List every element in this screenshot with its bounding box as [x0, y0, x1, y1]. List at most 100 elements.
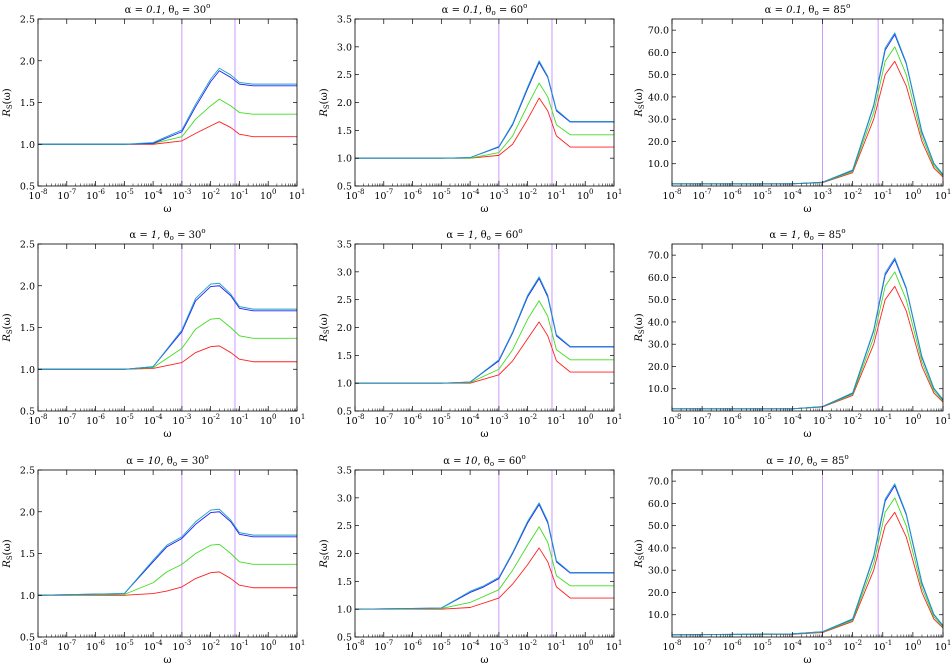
- series-line-4: [355, 276, 614, 384]
- x-tick-label: 10-6: [86, 639, 105, 653]
- x-tick-label: 10-2: [843, 639, 862, 653]
- x-tick-label: 10-8: [346, 413, 365, 427]
- chart-panel-7: α = 10, θo = 30o 0.5 1.0 1.5 2.0 2.5 10-8 10-7 1…: [2, 453, 305, 666]
- x-tick-label: 100: [260, 413, 277, 427]
- y-tick-label: 1.5: [20, 323, 35, 334]
- x-tick-label: 10-4: [783, 639, 802, 653]
- y-tick-label: 3.5: [337, 240, 352, 251]
- series-line-1: [355, 97, 614, 159]
- plot-frame: [354, 243, 615, 412]
- x-tick-label: 10-3: [489, 413, 508, 427]
- y-tick-label: 2.0: [20, 281, 35, 292]
- x-tick-label: 10-3: [489, 188, 508, 202]
- x-tick-label: 10-6: [723, 188, 742, 202]
- x-tick-label: 10-2: [843, 188, 862, 202]
- x-tick-label: 10-6: [723, 639, 742, 653]
- y-tick-label: 2.5: [20, 15, 35, 26]
- y-tick-label: 2.0: [337, 549, 352, 560]
- x-tick-label: 100: [905, 413, 922, 427]
- y-tick-label: 2.5: [337, 295, 352, 306]
- x-tick-label: 10-4: [144, 188, 163, 202]
- x-tick-label: 101: [289, 413, 306, 427]
- y-axis-label: RS(ω): [634, 313, 646, 342]
- x-axis-label: ω: [480, 429, 488, 440]
- y-tick-label: 1.0: [20, 365, 35, 376]
- x-tick-label: 10-3: [813, 639, 832, 653]
- y-tick-label: 2.0: [20, 507, 35, 518]
- series-line-4: [37, 508, 297, 596]
- x-tick-label: 101: [606, 639, 623, 653]
- x-tick-label: 101: [606, 188, 623, 202]
- chart-panel-9: α = 10, θo = 85o 10.0 20.0 30.0 40.0 50.0 60.0…: [634, 453, 951, 666]
- x-tick-label: 10-7: [374, 639, 393, 653]
- y-tick-label: 2.5: [337, 521, 352, 532]
- y-axis-label: RS(ω): [2, 539, 14, 568]
- series-line-3: [354, 504, 614, 610]
- series-line-3: [38, 70, 297, 145]
- x-tick-label: 101: [935, 188, 951, 202]
- y-axis-label: RS(ω): [319, 539, 331, 568]
- y-tick-label: 10.0: [648, 384, 669, 395]
- y-tick-label: 0.5: [337, 182, 352, 193]
- x-tick-label: 10-8: [346, 639, 365, 653]
- plot-frame: [671, 469, 944, 638]
- series-line-3: [38, 285, 297, 370]
- plot-frame: [354, 469, 615, 638]
- series-line-2: [671, 497, 944, 636]
- y-tick-label: 1.5: [20, 549, 35, 560]
- y-axis-label: RS(ω): [2, 88, 14, 117]
- x-tick-label: 10-7: [57, 188, 76, 202]
- y-tick-label: 2.5: [20, 240, 35, 251]
- y-tick-label: 70.0: [648, 477, 669, 488]
- x-tick-label: 10-4: [783, 188, 802, 202]
- x-tick-label: 100: [577, 639, 594, 653]
- x-tick-label: 10-7: [57, 639, 76, 653]
- x-tick-label: 100: [577, 413, 594, 427]
- x-tick-label: 10-4: [144, 413, 163, 427]
- y-tick-label: 2.0: [337, 323, 352, 334]
- plot-frame: [37, 469, 298, 638]
- x-tick-label: 100: [905, 188, 922, 202]
- series-line-4: [38, 67, 297, 145]
- x-tick-label: 10-3: [813, 188, 832, 202]
- x-tick-label: 10-6: [403, 413, 422, 427]
- y-tick-label: 70.0: [648, 251, 669, 262]
- y-tick-label: 0.5: [20, 633, 35, 644]
- y-tick-label: 40.0: [648, 92, 669, 103]
- y-tick-label: 2.0: [337, 98, 352, 109]
- y-axis-label: RS(ω): [319, 88, 331, 117]
- x-tick-label: 10-1: [230, 639, 249, 653]
- chart-title: α = 10, θo = 85o: [766, 453, 849, 468]
- x-tick-label: 10-5: [115, 188, 134, 202]
- chart-title: α = 0.1, θo = 60o: [442, 2, 528, 17]
- x-tick-label: 10-5: [432, 188, 451, 202]
- x-tick-label: 10-4: [461, 188, 480, 202]
- series-line-3: [355, 61, 614, 159]
- y-tick-label: 50.0: [648, 521, 669, 532]
- series-line-2: [672, 46, 944, 185]
- y-tick-label: 1.0: [337, 154, 352, 165]
- y-tick-label: 2.0: [20, 56, 35, 67]
- x-tick-label: 10-4: [461, 639, 480, 653]
- y-axis-label: RS(ω): [634, 539, 646, 568]
- x-tick-label: 10-1: [230, 413, 249, 427]
- x-tick-label: 10-7: [693, 413, 712, 427]
- chart-panel-6: α = 1, θo = 85o 10.0 20.0 30.0 40.0 50.0 60.0 7…: [634, 227, 951, 440]
- x-tick-label: 10-1: [547, 639, 566, 653]
- x-tick-label: 10-5: [753, 413, 772, 427]
- x-tick-label: 101: [935, 639, 951, 653]
- y-tick-label: 1.0: [20, 591, 35, 602]
- x-tick-label: 10-8: [346, 188, 365, 202]
- x-tick-label: 10-8: [29, 188, 48, 202]
- series-line-2: [354, 526, 614, 610]
- series-line-4: [38, 282, 297, 370]
- chart-title: α = 10, θo = 30o: [126, 453, 209, 468]
- chart-panel-2: α = 0.1, θo = 60o 0.5 1.0 1.5 2.0 2.5 3.0 3.5 10…: [319, 2, 622, 215]
- x-tick-label: 10-4: [783, 413, 802, 427]
- x-tick-label: 10-8: [29, 639, 48, 653]
- series-line-1: [672, 60, 944, 185]
- x-tick-label: 10-5: [753, 639, 772, 653]
- y-tick-label: 3.5: [337, 466, 352, 477]
- chart-title: α = 0.1, θo = 85o: [765, 2, 851, 17]
